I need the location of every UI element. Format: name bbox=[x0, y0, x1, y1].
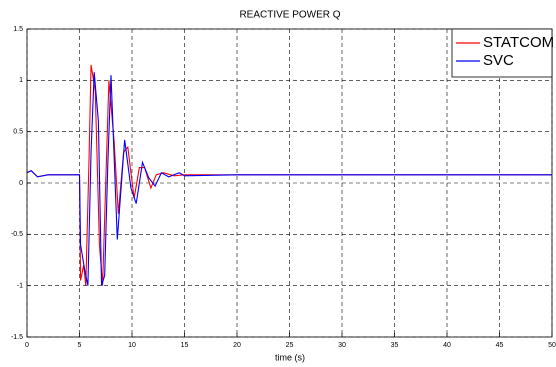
line bbox=[26, 72, 552, 286]
x-tick-label: 0 bbox=[25, 342, 29, 349]
x-tick-label: 30 bbox=[338, 342, 346, 349]
x-tick-label: 40 bbox=[443, 342, 451, 349]
x-tick-label: 15 bbox=[181, 342, 189, 349]
x-tick-label: 35 bbox=[391, 342, 399, 349]
y-tick-label: 0 bbox=[19, 180, 23, 187]
legend-label: STATCOM bbox=[483, 34, 554, 51]
y-tick-label: 0.5 bbox=[13, 129, 23, 136]
plot-frame bbox=[26, 28, 553, 338]
x-tick-label: 25 bbox=[286, 342, 294, 349]
x-axis-label: time (s) bbox=[275, 352, 305, 362]
y-tick-label: -1 bbox=[17, 283, 23, 290]
line bbox=[26, 64, 552, 286]
x-tick-label: 45 bbox=[496, 342, 504, 349]
x-tick-label: 5 bbox=[78, 342, 82, 349]
x-tick-label: 10 bbox=[128, 342, 136, 349]
legend-box bbox=[451, 28, 553, 78]
x-tick-label: 50 bbox=[548, 342, 556, 349]
legend-label: SVC bbox=[483, 52, 514, 69]
x-tick-label: 20 bbox=[233, 342, 241, 349]
y-tick-label: -1.5 bbox=[11, 334, 23, 341]
y-tick-label: 1 bbox=[19, 77, 23, 84]
chart-title: REACTIVE POWER Q bbox=[239, 10, 340, 21]
y-tick-label: -0.5 bbox=[11, 231, 23, 238]
y-tick-label: 1.5 bbox=[13, 26, 23, 33]
